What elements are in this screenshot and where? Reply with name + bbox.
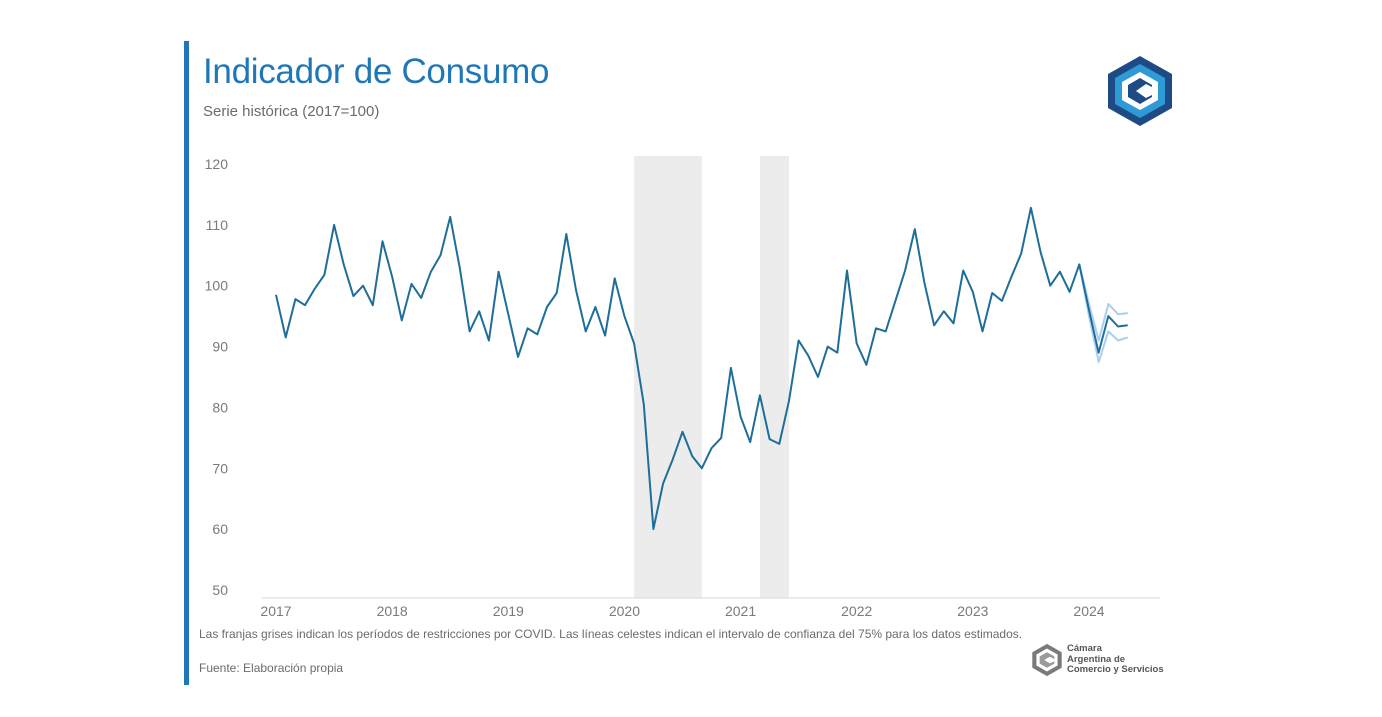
covid-restriction-band-1	[634, 156, 702, 598]
chart-title: Indicador de Consumo	[203, 52, 550, 91]
cac-logo-icon	[1108, 56, 1172, 126]
y-tick-label: 60	[212, 521, 228, 537]
chart-source: Fuente: Elaboración propia	[199, 661, 344, 675]
y-tick-label: 50	[212, 582, 228, 598]
x-tick-label: 2024	[1073, 603, 1104, 619]
y-tick-label: 80	[212, 399, 228, 415]
x-tick-label: 2023	[957, 603, 988, 619]
consumption-index-line	[275, 206, 1128, 531]
ci-lower-line	[1078, 264, 1129, 363]
ci-upper-line	[1078, 264, 1128, 342]
chart-footnote: Las franjas grises indican los períodos …	[199, 627, 1023, 641]
x-tick-label: 2021	[725, 603, 756, 619]
x-tick-label: 2019	[493, 603, 524, 619]
y-tick-label: 90	[212, 339, 228, 355]
brand-line-1: Cámara	[1067, 643, 1102, 655]
chart-subtitle: Serie histórica (2017=100)	[203, 103, 380, 120]
y-tick-label: 100	[205, 278, 229, 294]
brand-line-3: Comercio y Servicios	[1067, 664, 1164, 676]
brand-line-2: Argentina de	[1067, 653, 1126, 665]
x-tick-label: 2022	[841, 603, 872, 619]
accent-bar	[184, 41, 189, 685]
cac-small-logo-icon	[1032, 643, 1062, 677]
covid-restriction-band-2	[759, 156, 790, 598]
x-tick-label: 2018	[377, 603, 408, 619]
y-tick-label: 110	[206, 217, 229, 233]
x-tick-label: 2017	[260, 603, 291, 619]
x-tick-label: 2020	[609, 603, 640, 619]
brand-block: Cámara Argentina de Comercio y Servicios	[1031, 643, 1164, 677]
y-tick-label: 120	[205, 156, 229, 172]
y-tick-label: 70	[212, 460, 228, 476]
